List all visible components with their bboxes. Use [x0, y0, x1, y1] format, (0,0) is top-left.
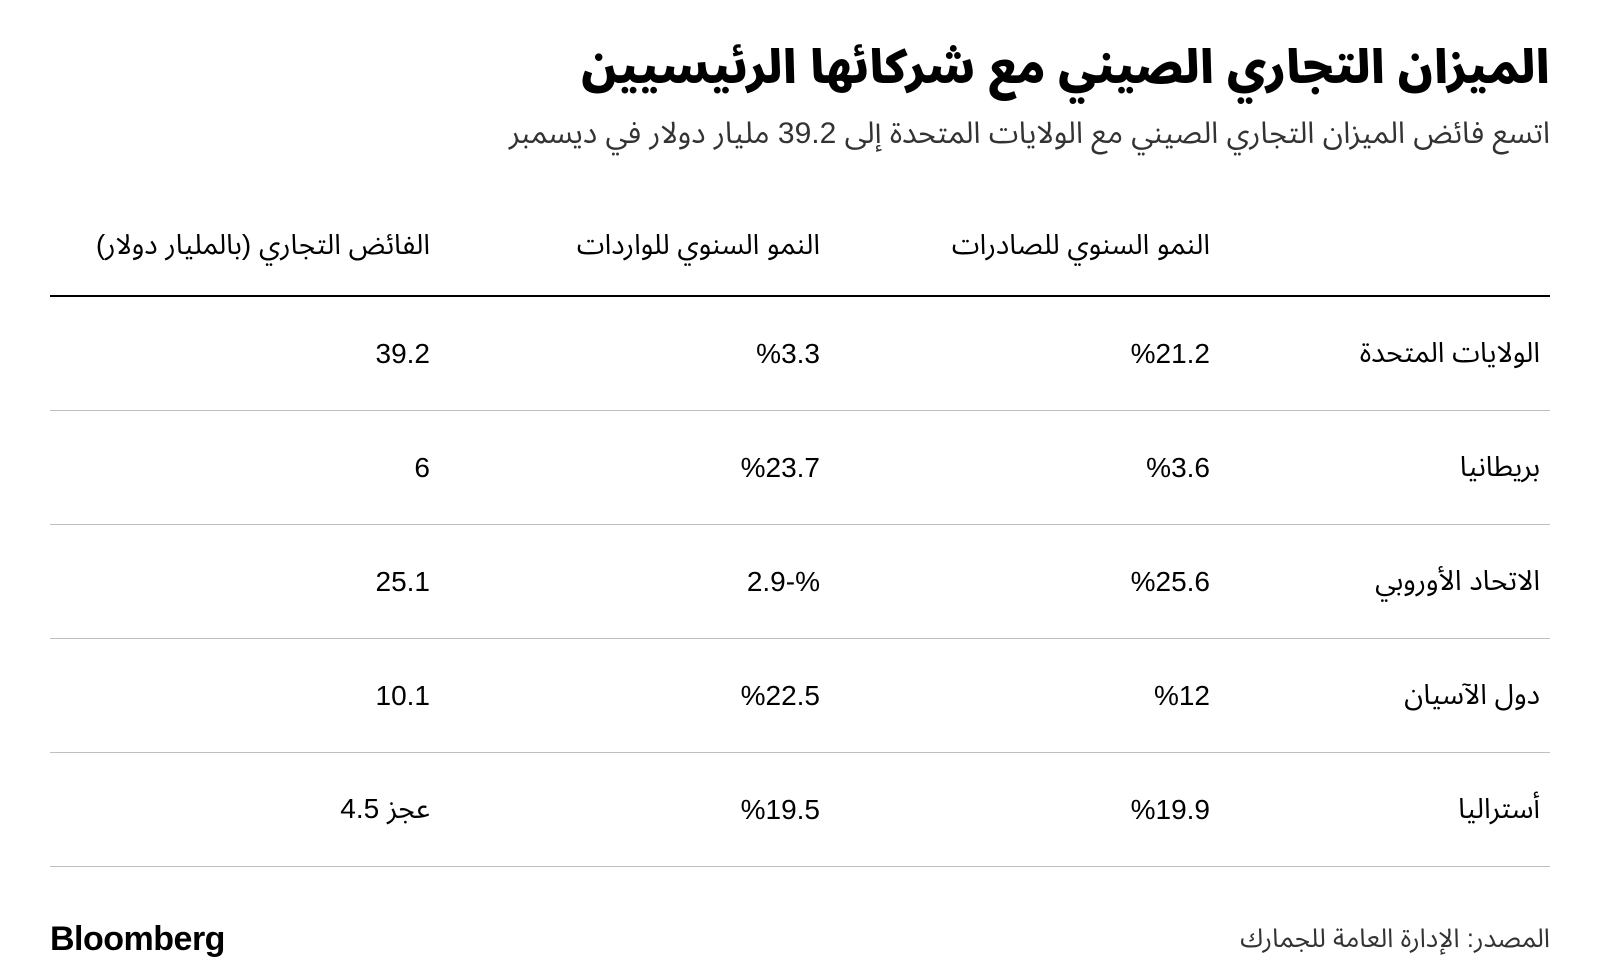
col-surplus: الفائض التجاري (بالمليار دولار) [50, 216, 440, 296]
source-text: المصدر: الإدارة العامة للجمارك [1240, 912, 1550, 967]
cell-surplus: 39.2 [50, 296, 440, 411]
col-export-growth: النمو السنوي للصادرات [830, 216, 1220, 296]
cell-import-growth: %23.7 [440, 411, 830, 525]
cell-partner: الولايات المتحدة [1220, 296, 1550, 411]
cell-surplus: 25.1 [50, 525, 440, 639]
table-row: بريطانيا %3.6 %23.7 6 [50, 411, 1550, 525]
table-row: أستراليا %19.9 %19.5 عجز 4.5 [50, 753, 1550, 867]
table-row: الولايات المتحدة %21.2 %3.3 39.2 [50, 296, 1550, 411]
chart-title: الميزان التجاري الصيني مع شركائها الرئيس… [50, 40, 1550, 95]
brand-logo: Bloomberg [50, 920, 225, 959]
cell-export-growth: %19.9 [830, 753, 1220, 867]
chart-subtitle: اتسع فائض الميزان التجاري الصيني مع الول… [50, 103, 1550, 166]
footer: المصدر: الإدارة العامة للجمارك Bloomberg [50, 912, 1550, 967]
cell-import-growth: %-2.9 [440, 525, 830, 639]
cell-export-growth: %12 [830, 639, 1220, 753]
cell-import-growth: %19.5 [440, 753, 830, 867]
table-row: الاتحاد الأوروبي %25.6 %-2.9 25.1 [50, 525, 1550, 639]
cell-surplus: 6 [50, 411, 440, 525]
col-partner [1220, 216, 1550, 296]
cell-import-growth: %3.3 [440, 296, 830, 411]
table-row: دول الآسيان %12 %22.5 10.1 [50, 639, 1550, 753]
cell-surplus: 10.1 [50, 639, 440, 753]
cell-import-growth: %22.5 [440, 639, 830, 753]
cell-partner: أستراليا [1220, 753, 1550, 867]
cell-surplus: عجز 4.5 [50, 753, 440, 867]
trade-balance-table: النمو السنوي للصادرات النمو السنوي للوار… [50, 216, 1550, 867]
table-header-row: النمو السنوي للصادرات النمو السنوي للوار… [50, 216, 1550, 296]
cell-partner: دول الآسيان [1220, 639, 1550, 753]
cell-export-growth: %25.6 [830, 525, 1220, 639]
col-import-growth: النمو السنوي للواردات [440, 216, 830, 296]
cell-partner: بريطانيا [1220, 411, 1550, 525]
cell-partner: الاتحاد الأوروبي [1220, 525, 1550, 639]
cell-export-growth: %21.2 [830, 296, 1220, 411]
cell-export-growth: %3.6 [830, 411, 1220, 525]
